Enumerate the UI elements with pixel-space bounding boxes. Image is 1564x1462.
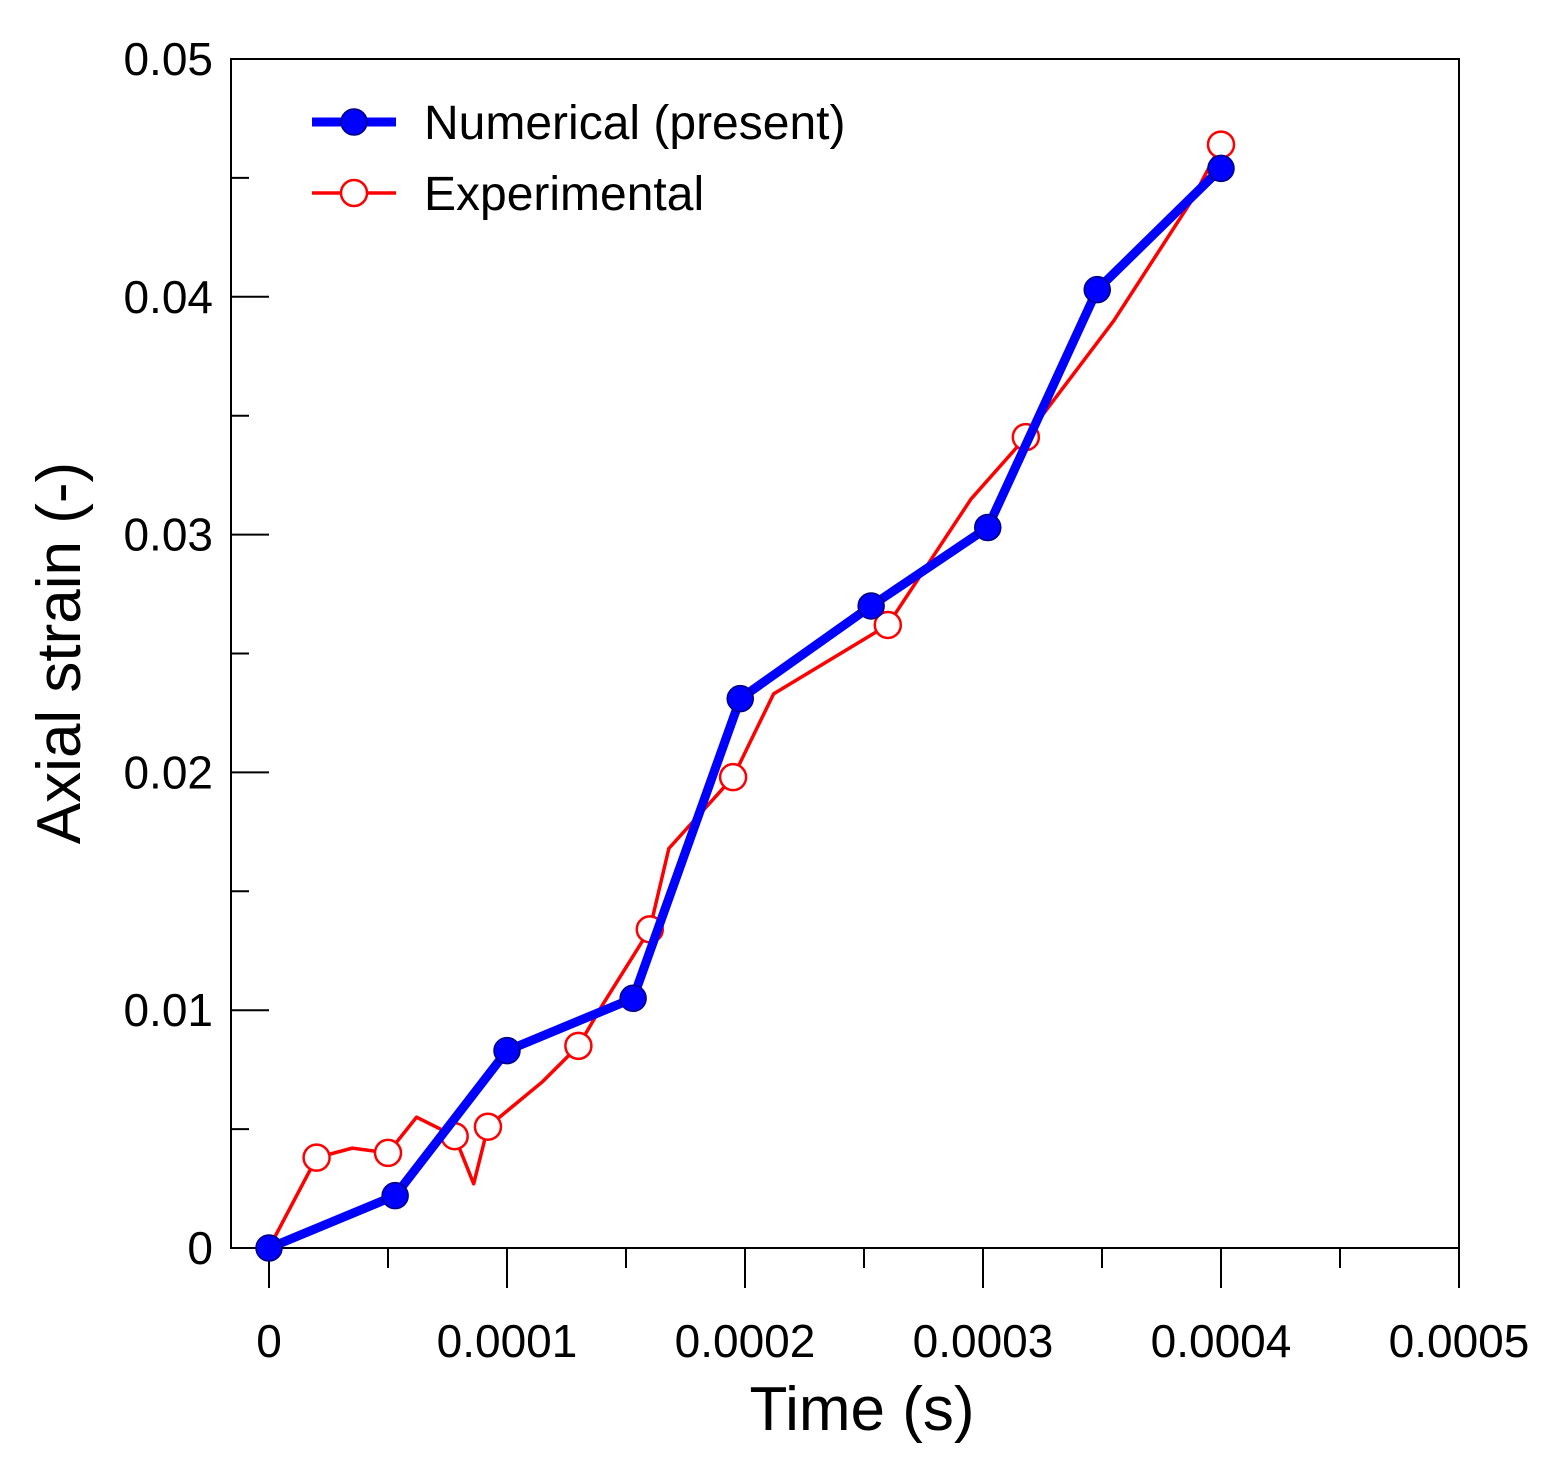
x-tick-label: 0.0004	[1151, 1315, 1292, 1367]
experimental-point	[473, 1112, 503, 1141]
y-tick-label: 0.04	[123, 271, 213, 323]
legend-marker	[339, 178, 369, 208]
numerical-point	[255, 1234, 283, 1262]
x-tick-label: 0	[256, 1315, 282, 1367]
numerical-point	[857, 592, 885, 620]
legend-marker	[340, 108, 368, 136]
y-tick-label: 0.02	[123, 746, 213, 798]
y-tick-label: 0.05	[123, 33, 213, 85]
experimental-point	[873, 610, 903, 640]
y-tick-label: 0	[187, 1222, 213, 1274]
legend-label: Numerical (present)	[424, 97, 845, 150]
x-tick-label: 0.0003	[913, 1315, 1054, 1367]
y-axis-title: Axial strain (-)	[25, 462, 94, 844]
x-axis-ticks	[268, 1248, 1460, 1288]
y-axis-ticks	[231, 58, 269, 1249]
numerical-point	[1207, 154, 1235, 183]
experimental-point	[718, 762, 748, 792]
x-axis-title: Time (s)	[750, 1375, 975, 1444]
numerical-point	[974, 513, 1002, 542]
y-axis-tick-labels: 0 0.01 0.02 0.03 0.04 0.05	[123, 33, 213, 1274]
numerical-point	[619, 984, 647, 1013]
x-axis-tick-labels: 0 0.0001 0.0002 0.0003 0.0004 0.0005	[256, 1315, 1529, 1367]
x-tick-label: 0.0001	[437, 1315, 578, 1367]
legend-label: Experimental	[424, 168, 704, 221]
numerical-point	[493, 1036, 521, 1065]
x-tick-label: 0.0002	[675, 1315, 816, 1367]
experimental-point	[373, 1138, 403, 1168]
y-tick-label: 0.01	[123, 984, 213, 1036]
experimental-point	[564, 1031, 593, 1061]
plot-frame	[230, 58, 1460, 1249]
x-tick-label: 0.0005	[1389, 1315, 1530, 1367]
numerical-point	[726, 684, 754, 713]
experimental-line	[267, 143, 1223, 1249]
numerical-point	[381, 1181, 409, 1210]
experimental-point	[1206, 130, 1236, 159]
legend: Numerical (present) Experimental	[312, 97, 845, 221]
numerical-point	[1083, 275, 1111, 304]
series-layer	[255, 130, 1236, 1262]
y-tick-label: 0.03	[123, 509, 213, 561]
experimental-point	[302, 1143, 331, 1172]
